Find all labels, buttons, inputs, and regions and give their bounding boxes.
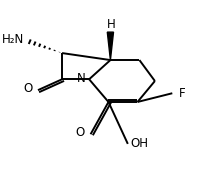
Text: O: O [24, 82, 33, 95]
Text: OH: OH [130, 137, 148, 149]
Text: H: H [106, 18, 115, 31]
Text: N: N [77, 72, 86, 85]
Polygon shape [107, 32, 114, 60]
Text: O: O [76, 126, 85, 139]
Text: H₂N: H₂N [2, 33, 24, 46]
Text: F: F [179, 87, 185, 100]
